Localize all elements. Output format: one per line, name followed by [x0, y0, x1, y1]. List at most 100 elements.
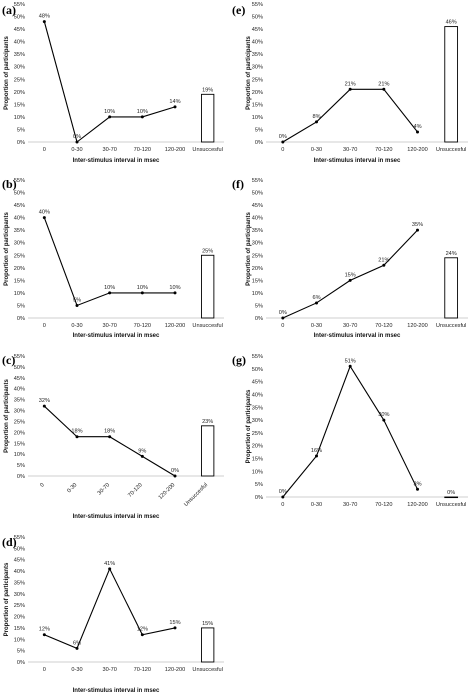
unsuccessful-bar [201, 425, 215, 477]
x-axis-title: Inter-stimulus interval in msec [73, 158, 160, 164]
x-tick-label: 120-200 [407, 147, 428, 153]
y-tick-label: 30% [252, 65, 263, 71]
y-tick-label: 5% [17, 463, 25, 469]
y-tick-label: 50% [14, 191, 25, 197]
data-value-label: 10% [104, 109, 115, 115]
data-point [281, 140, 285, 144]
data-value-label: 10% [137, 285, 148, 291]
data-value-label: 0% [279, 310, 287, 316]
data-point [315, 301, 318, 305]
y-tick-label: 40% [252, 216, 263, 222]
x-axis-title: Inter-stimulus interval in msec [73, 514, 160, 520]
y-tick-label: 55% [14, 178, 25, 184]
y-tick-label: 45% [252, 27, 263, 33]
data-value-label: 9% [138, 448, 146, 454]
x-tick-label: 0-30 [71, 147, 82, 153]
y-tick-label: 50% [14, 546, 25, 552]
y-tick-label: 35% [252, 52, 263, 58]
data-value-label: 10% [104, 285, 115, 291]
y-tick-label: 35% [252, 405, 263, 411]
y-tick-label: 5% [17, 127, 25, 133]
y-axis-title: Proportion of participants [246, 389, 252, 463]
data-point [108, 291, 112, 295]
y-tick-label: 5% [17, 649, 25, 655]
data-value-label: 41% [104, 561, 115, 567]
y-tick-label: 5% [255, 127, 263, 133]
x-tick-label: 30-70 [343, 147, 357, 153]
x-tick-label: 120-200 [165, 323, 186, 329]
data-point [140, 115, 144, 119]
data-point [348, 278, 352, 282]
data-point [281, 316, 285, 320]
y-tick-label: 40% [14, 216, 25, 222]
bar-value-label: 25% [202, 248, 213, 254]
data-point [42, 20, 46, 24]
y-tick-label: 40% [14, 569, 25, 575]
y-tick-label: 50% [252, 191, 263, 197]
y-tick-label: 45% [252, 203, 263, 209]
series-line [44, 567, 176, 650]
data-point [42, 404, 46, 408]
x-tick-label: 120-200 [165, 147, 186, 153]
data-value-label: 32% [39, 398, 50, 404]
data-point [173, 291, 177, 295]
data-value-label: 21% [345, 81, 356, 87]
y-tick-label: 45% [14, 27, 25, 33]
data-value-label: 0% [279, 134, 287, 140]
data-value-label: 15% [169, 620, 180, 626]
data-point [416, 130, 419, 134]
x-tick-label: 70-120 [134, 323, 151, 329]
data-point [140, 454, 144, 458]
x-tick-label: Unsuccesful [192, 147, 222, 153]
data-point [75, 435, 79, 439]
y-tick-label: 25% [14, 603, 25, 609]
x-tick-label: 120-200 [158, 482, 177, 501]
x-tick-label: 120-200 [407, 323, 428, 329]
panel-label: (b) [2, 177, 17, 191]
x-tick-label: Unsuccesful [436, 502, 466, 508]
series-line [43, 21, 176, 143]
x-tick-label: 30-70 [343, 502, 357, 508]
y-axis-title: Proportion of participants [246, 212, 252, 286]
unsuccessful-bar [444, 26, 459, 143]
y-tick-label: 0% [255, 140, 263, 146]
bar-value-label: 24% [446, 251, 457, 257]
y-tick-label: 20% [252, 444, 263, 450]
panel-g: (g) 0% 5% 10% 15% 20% 25% 30% 35% 40% 45% 50% 55% 0% 0… [232, 353, 468, 508]
y-tick-label: 15% [14, 626, 25, 632]
panel-label: (a) [2, 3, 16, 17]
data-value-label: 12% [137, 627, 148, 633]
x-tick-label: 70-120 [375, 323, 392, 329]
data-point [416, 487, 419, 491]
x-tick-label: 0-30 [311, 323, 322, 329]
x-tick-label: 0 [43, 667, 46, 673]
data-point [75, 303, 79, 307]
x-tick-label: Unsuccesful [436, 323, 466, 329]
x-tick-label: 0-30 [71, 667, 82, 673]
x-tick-label: 0-30 [311, 147, 322, 153]
data-value-label: 0% [171, 468, 179, 474]
y-tick-label: 10% [14, 637, 25, 643]
x-tick-label: 70-120 [375, 502, 392, 508]
y-tick-label: 25% [252, 77, 263, 83]
data-point [42, 216, 46, 220]
y-tick-label: 20% [14, 430, 25, 436]
y-tick-label: 40% [252, 392, 263, 398]
x-tick-label: 120-200 [407, 502, 428, 508]
y-tick-label: 0% [17, 660, 25, 666]
data-value-label: 14% [169, 99, 180, 105]
y-tick-label: 40% [252, 40, 263, 46]
unsuccessful-bar [444, 496, 459, 499]
y-tick-label: 30% [14, 241, 25, 247]
panel-b: (b) 0% 5% 10% 15% 20% 25% 30% 35% 40% 45% 50% 55% 25%… [2, 177, 224, 339]
y-axis-title: Proportion of participants [4, 562, 10, 636]
unsuccessful-bar [201, 93, 215, 143]
panel-d: (d) 0% 5% 10% 15% 20% 25% 30% 35% 40% 45% 50% 55% 15%… [2, 535, 224, 694]
x-tick-label: 0 [39, 482, 45, 488]
data-value-label: 10% [169, 285, 180, 291]
y-tick-label: 35% [14, 398, 25, 404]
data-value-label: 40% [39, 210, 50, 216]
y-tick-label: 0% [17, 316, 25, 322]
data-value-label: 15% [345, 272, 356, 278]
